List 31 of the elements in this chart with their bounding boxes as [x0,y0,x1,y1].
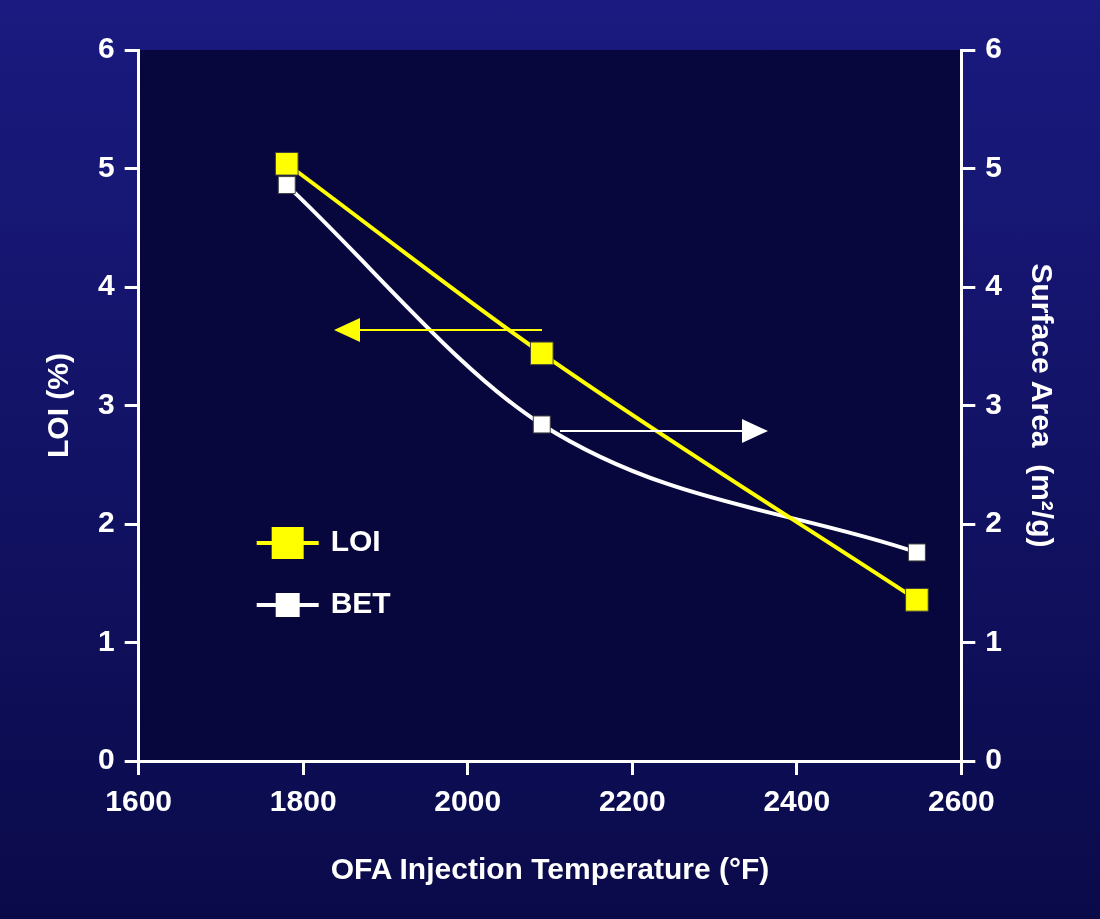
y-tick-label: 5 [98,149,115,183]
legend-label: LOI [330,524,381,558]
y2-tick-label: 0 [985,742,1002,776]
y-tick-label: 1 [98,623,115,657]
x-tick-label: 2400 [763,784,831,818]
x-tick-label: 2000 [434,784,502,818]
x-tick-label: 2200 [598,784,666,818]
y2-tick-label: 5 [985,149,1002,183]
x-axis-title: OFA Injection Temperature (°F) [330,852,770,886]
y2-tick-label: 1 [985,623,1002,657]
point [905,588,929,612]
point [274,151,299,176]
y2-tick-label: 2 [985,505,1002,539]
y-tick-label: 3 [98,386,115,420]
y2-axis-title: Surface Area (m²/g) [1025,263,1059,548]
x-tick-label: 1600 [105,784,173,818]
y-tick-label: 0 [98,742,115,776]
y2-tick-label: 3 [985,386,1002,420]
y-tick-label: 6 [98,31,115,65]
y2-tick-label: 4 [985,268,1003,302]
y2-tick-label: 6 [985,31,1002,65]
legend-label: BET [330,586,391,620]
point [907,543,926,562]
x-tick-label: 2600 [927,784,995,818]
x-tick-label: 1800 [269,784,337,818]
y-tick-label: 2 [98,505,115,539]
point [277,176,296,195]
y-axis-title: LOI (%) [41,353,75,458]
y-tick-label: 4 [98,268,115,302]
point [532,415,551,434]
point [529,341,554,366]
